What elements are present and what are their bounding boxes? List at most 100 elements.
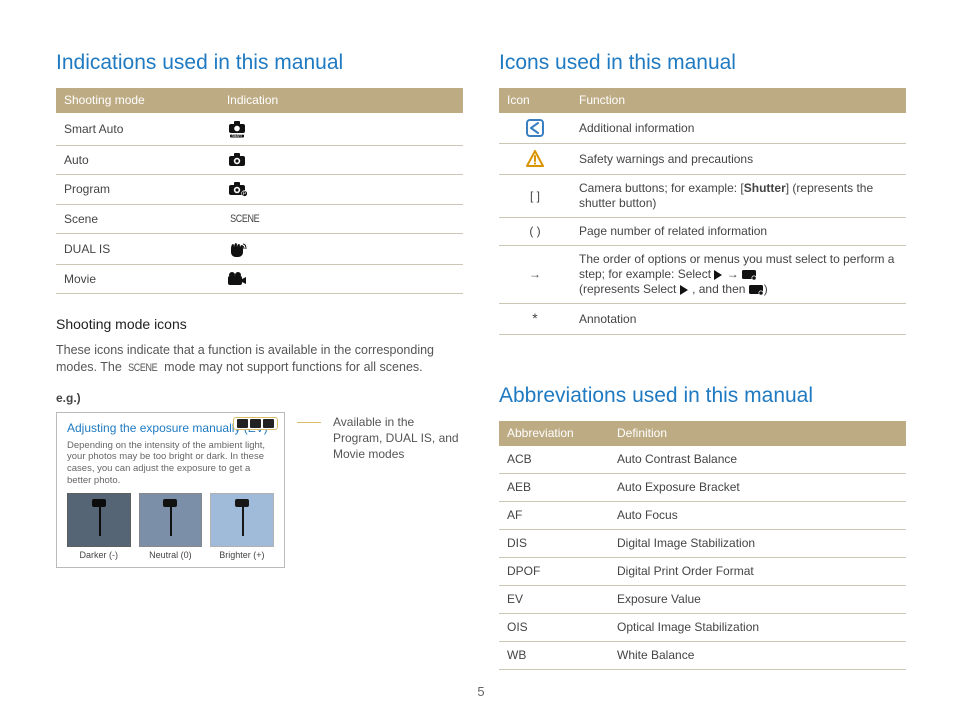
rect-icon: [742, 270, 757, 280]
thumb-label: Darker (-): [67, 550, 131, 561]
abbr: EV: [499, 586, 609, 614]
camera-p-icon: [219, 175, 463, 205]
play-icon: [680, 285, 689, 295]
table-row: EVExposure Value: [499, 586, 906, 614]
t2: (represents Select: [579, 282, 680, 296]
mode-label: DUAL IS: [56, 234, 219, 265]
col-def: Definition: [609, 421, 906, 446]
table-row: DISDigital Image Stabilization: [499, 530, 906, 558]
table-row: ACBAuto Contrast Balance: [499, 446, 906, 474]
movie-icon: [219, 265, 463, 294]
table-row: Scene SCENE: [56, 205, 463, 234]
star-text: Annotation: [571, 304, 906, 335]
badge-program-icon: [237, 419, 248, 428]
closeparen: ): [764, 282, 768, 296]
brackets-text: Camera buttons; for example: [Shutter] (…: [571, 175, 906, 218]
smart-auto-icon: [219, 113, 463, 146]
abbr-table: Abbreviation Definition ACBAuto Contrast…: [499, 421, 906, 670]
camera-icon: [219, 146, 463, 175]
col-abbr: Abbreviation: [499, 421, 609, 446]
abbr: WB: [499, 642, 609, 670]
thumb-label: Neutral (0): [139, 550, 203, 561]
table-row: Auto: [56, 146, 463, 175]
table-row: Safety warnings and precautions: [499, 144, 906, 175]
example-thumbs: Darker (-) Neutral (0) Brighter (+): [67, 493, 274, 561]
thumb-label: Brighter (+): [210, 550, 274, 561]
t3: , and then: [692, 282, 749, 296]
table-row: Smart Auto: [56, 113, 463, 146]
right-column: Icons used in this manual Icon Function …: [499, 50, 906, 678]
text: Camera buttons; for example: [: [579, 181, 744, 195]
page-columns: Indications used in this manual Shooting…: [56, 50, 906, 678]
abbr: DIS: [499, 530, 609, 558]
text-bold: Shutter: [744, 181, 786, 195]
thumb-img: [67, 493, 131, 547]
col-indication: Indication: [219, 88, 463, 113]
example-note: Available in the Program, DUAL IS, and M…: [333, 414, 463, 463]
col-icon: Icon: [499, 88, 571, 113]
shooting-mode-icons-text: These icons indicate that a function is …: [56, 342, 463, 377]
info-text: Additional information: [571, 113, 906, 144]
abbr: AF: [499, 502, 609, 530]
table-row: Additional information: [499, 113, 906, 144]
scene-icon: SCENE: [219, 205, 463, 234]
info-icon: [499, 113, 571, 144]
table-row: [ ] Camera buttons; for example: [Shutte…: [499, 175, 906, 218]
warn-icon: [499, 144, 571, 175]
scene-icon-inline: SCENE: [128, 361, 157, 376]
brackets-symbol: [ ]: [499, 175, 571, 218]
def: White Balance: [609, 642, 906, 670]
table-row: DPOFDigital Print Order Format: [499, 558, 906, 586]
def: Digital Image Stabilization: [609, 530, 906, 558]
example-card: Adjusting the exposure manually (EV) Dep…: [56, 412, 285, 569]
arrow-sep: →: [727, 267, 742, 281]
abbr-heading: Abbreviations used in this manual: [499, 383, 906, 409]
mode-badge-row: [233, 417, 278, 430]
arrow-symbol: →: [499, 246, 571, 304]
mode-label: Smart Auto: [56, 113, 219, 146]
abbr: ACB: [499, 446, 609, 474]
table-row: OISOptical Image Stabilization: [499, 614, 906, 642]
example-row: Adjusting the exposure manually (EV) Dep…: [56, 412, 463, 569]
def: Optical Image Stabilization: [609, 614, 906, 642]
mode-label: Scene: [56, 205, 219, 234]
warn-text: Safety warnings and precautions: [571, 144, 906, 175]
leader-line: [297, 422, 321, 423]
table-row: Movie: [56, 265, 463, 294]
def: Auto Focus: [609, 502, 906, 530]
mode-label: Program: [56, 175, 219, 205]
table-row: * Annotation: [499, 304, 906, 335]
table-row: WBWhite Balance: [499, 642, 906, 670]
def: Digital Print Order Format: [609, 558, 906, 586]
def: Auto Exposure Bracket: [609, 474, 906, 502]
thumb-brighter: Brighter (+): [210, 493, 274, 561]
indications-heading: Indications used in this manual: [56, 50, 463, 76]
table-row: Program: [56, 175, 463, 205]
thumb-img: [210, 493, 274, 547]
dual-is-icon: [219, 234, 463, 265]
text-suffix: mode may not support functions for all s…: [164, 360, 422, 374]
table-row: AFAuto Focus: [499, 502, 906, 530]
abbr: DPOF: [499, 558, 609, 586]
shooting-mode-table: Shooting mode Indication Smart Auto Auto…: [56, 88, 463, 294]
icons-heading: Icons used in this manual: [499, 50, 906, 76]
shooting-mode-icons-subhead: Shooting mode icons: [56, 316, 463, 334]
def: Auto Contrast Balance: [609, 446, 906, 474]
thumb-darker: Darker (-): [67, 493, 131, 561]
table-row: → The order of options or menus you must…: [499, 246, 906, 304]
play-icon: [714, 270, 723, 280]
col-shooting-mode: Shooting mode: [56, 88, 219, 113]
table-row: AEBAuto Exposure Bracket: [499, 474, 906, 502]
star-symbol: *: [499, 304, 571, 335]
parens-symbol: ( ): [499, 218, 571, 246]
mode-label: Movie: [56, 265, 219, 294]
table-row: DUAL IS: [56, 234, 463, 265]
thumb-img: [139, 493, 203, 547]
def: Exposure Value: [609, 586, 906, 614]
col-function: Function: [571, 88, 906, 113]
badge-movie-icon: [263, 419, 274, 428]
table-row: ( ) Page number of related information: [499, 218, 906, 246]
icons-table: Icon Function Additional information Saf…: [499, 88, 906, 335]
example-desc: Depending on the intensity of the ambien…: [67, 440, 274, 488]
parens-text: Page number of related information: [571, 218, 906, 246]
